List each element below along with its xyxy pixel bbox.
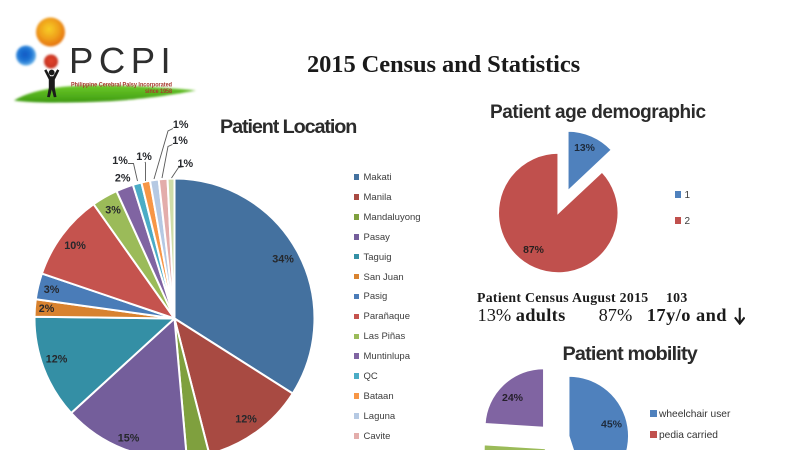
svg-text:10%: 10%: [64, 240, 86, 252]
svg-text:12%: 12%: [235, 414, 257, 426]
svg-text:1%: 1%: [172, 135, 188, 147]
svg-text:2%: 2%: [115, 173, 131, 185]
svg-text:1%: 1%: [177, 158, 193, 170]
svg-text:13%: 13%: [574, 143, 595, 154]
svg-text:2%: 2%: [39, 303, 55, 315]
svg-text:Philippine Cerebral Palsy Inco: Philippine Cerebral Palsy Incorporated: [71, 82, 172, 89]
svg-text:1%: 1%: [136, 151, 152, 163]
svg-text:34%: 34%: [272, 254, 294, 266]
svg-text:1%: 1%: [112, 155, 128, 167]
svg-text:1%: 1%: [173, 119, 189, 131]
svg-text:3%: 3%: [105, 205, 121, 217]
svg-text:since 1958: since 1958: [145, 88, 172, 95]
svg-text:PCPI: PCPI: [69, 40, 176, 81]
svg-text:12%: 12%: [46, 354, 68, 366]
svg-text:45%: 45%: [601, 419, 623, 431]
svg-text:87%: 87%: [523, 245, 544, 256]
svg-text:24%: 24%: [502, 392, 524, 404]
svg-text:15%: 15%: [118, 433, 140, 445]
svg-text:3%: 3%: [44, 284, 60, 296]
